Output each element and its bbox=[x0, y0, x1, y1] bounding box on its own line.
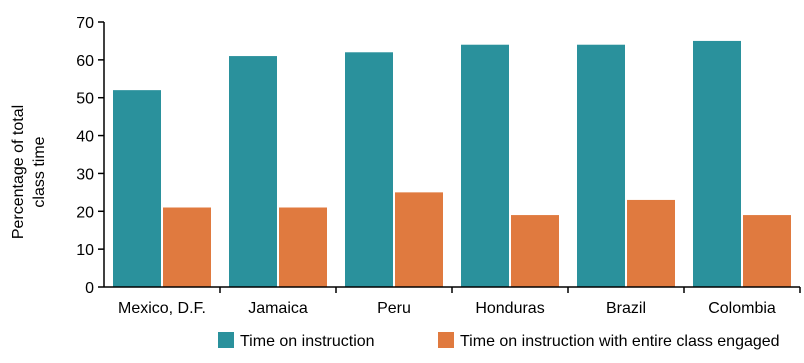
y-axis-ticks: 0 10 20 30 40 50 60 70 bbox=[76, 15, 104, 297]
legend-item: Time on instruction with entire class en… bbox=[438, 332, 780, 350]
x-tick-label: Honduras bbox=[475, 300, 544, 317]
x-tick-label: Colombia bbox=[708, 300, 776, 317]
y-tick-label: 10 bbox=[76, 242, 94, 259]
y-axis-label-line-2: class time bbox=[31, 136, 48, 207]
bars bbox=[113, 40, 791, 288]
y-tick-label: 50 bbox=[76, 91, 94, 108]
category-labels: Mexico, D.F. Jamaica Peru Honduras Brazil Col… bbox=[118, 287, 801, 317]
bar-instruction bbox=[693, 40, 741, 287]
bar-engaged bbox=[395, 192, 443, 287]
bar-instruction bbox=[577, 44, 625, 287]
legend-label: Time on instruction bbox=[240, 333, 375, 350]
legend: Time on instruction Time on instruction w… bbox=[218, 332, 780, 350]
legend-swatch bbox=[218, 332, 234, 348]
legend-swatch bbox=[438, 332, 454, 348]
bar-engaged bbox=[743, 215, 791, 287]
x-tick-label: Peru bbox=[377, 300, 411, 317]
legend-item: Time on instruction bbox=[218, 332, 375, 350]
bar-instruction bbox=[113, 90, 161, 288]
x-tick-label: Mexico, D.F. bbox=[118, 300, 206, 317]
bar-engaged bbox=[627, 199, 675, 287]
y-tick-label: 30 bbox=[76, 166, 94, 183]
y-axis-label: Percentage of total class time bbox=[10, 105, 48, 239]
bar-instruction bbox=[229, 56, 277, 288]
legend-label: Time on instruction with entire class en… bbox=[460, 333, 780, 350]
y-tick-label: 0 bbox=[85, 280, 94, 297]
y-tick-label: 70 bbox=[76, 15, 94, 32]
y-tick-label: 40 bbox=[76, 129, 94, 146]
y-axis-label-line-1: Percentage of total bbox=[10, 105, 27, 239]
x-tick-label: Jamaica bbox=[248, 300, 308, 317]
bar-engaged bbox=[279, 207, 327, 287]
x-tick-label: Brazil bbox=[606, 300, 646, 317]
y-tick-label: 60 bbox=[76, 53, 94, 70]
bar-instruction bbox=[461, 44, 509, 287]
bar-engaged bbox=[163, 207, 211, 287]
bar-instruction bbox=[345, 52, 393, 288]
y-tick-label: 20 bbox=[76, 204, 94, 221]
bar-engaged bbox=[511, 215, 559, 287]
